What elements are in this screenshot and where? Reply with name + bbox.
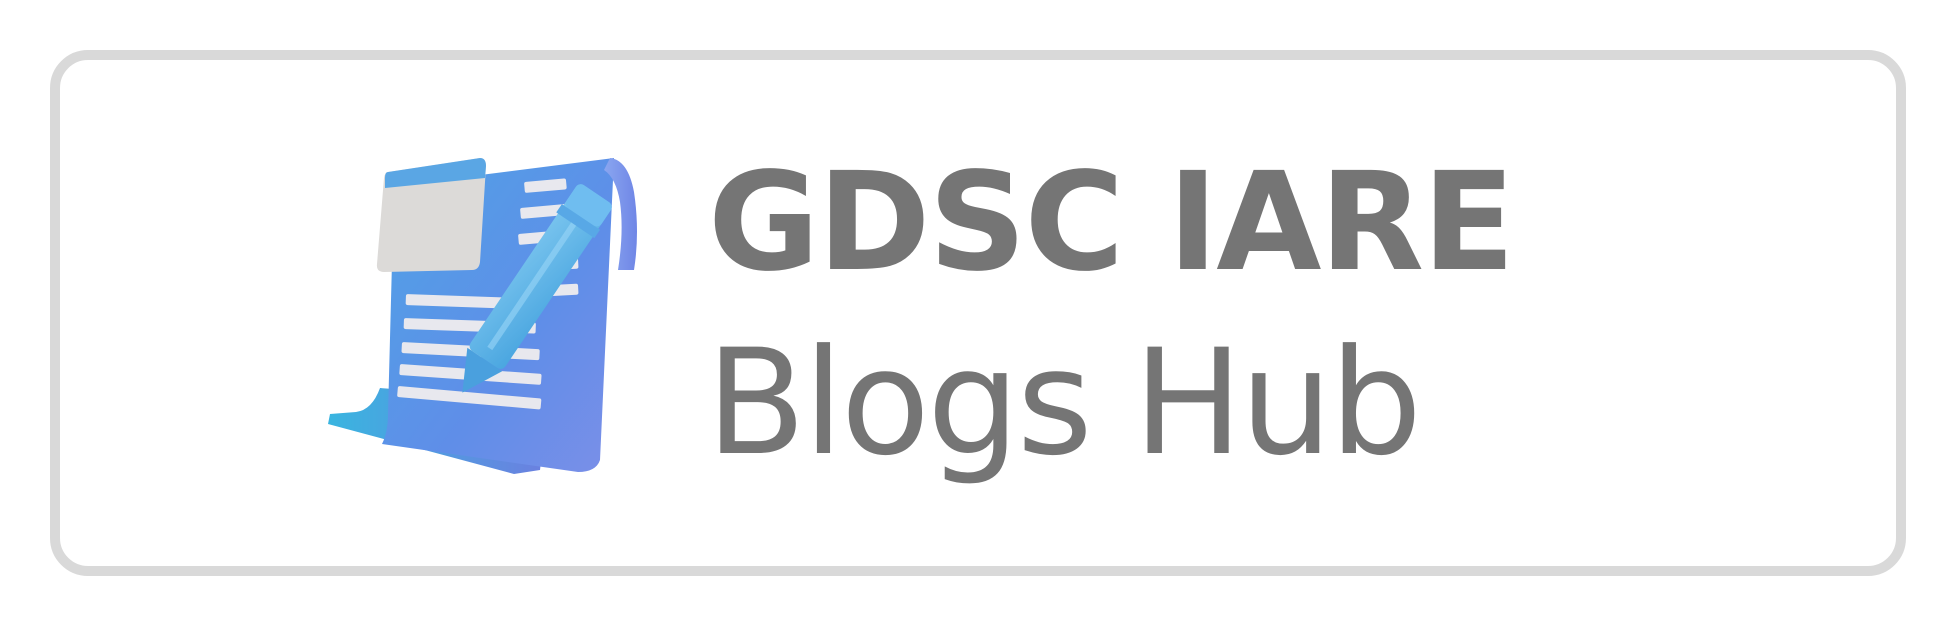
- note-card: [376, 158, 486, 272]
- blogs-hub-badge: [50, 50, 1906, 576]
- blog-pen-document-icon: [328, 158, 637, 474]
- badge-title: GDSC IARE: [708, 144, 1515, 302]
- badge-subtitle: Blogs Hub: [706, 318, 1422, 488]
- pencil: [462, 184, 612, 393]
- paper-roll: [604, 158, 637, 270]
